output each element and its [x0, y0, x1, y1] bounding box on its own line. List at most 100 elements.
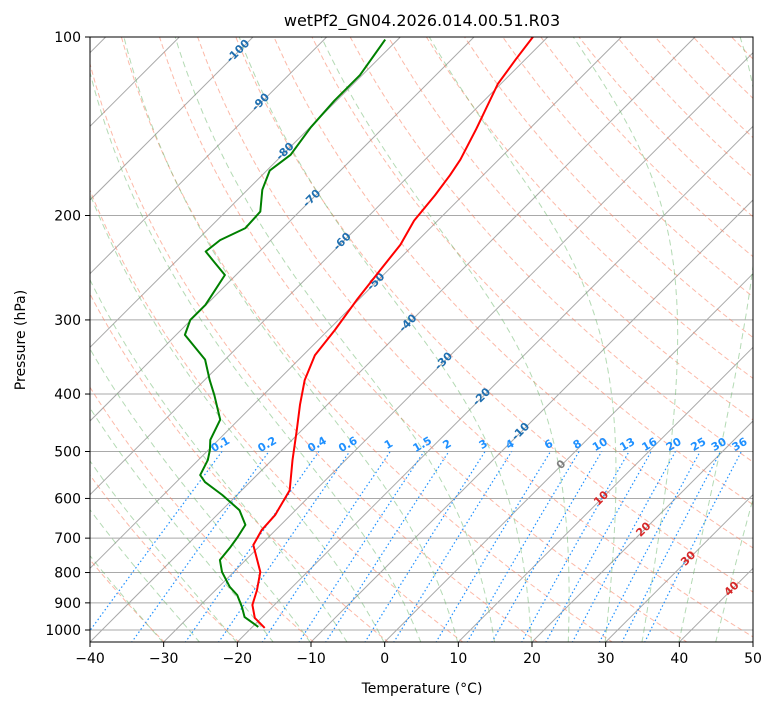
moist-adiabat-line — [572, 37, 679, 642]
isotherm-line — [604, 493, 753, 642]
isotherm-label: -90 — [249, 90, 272, 113]
dry-adiabat-line — [90, 474, 240, 642]
isotherm-line — [90, 37, 401, 349]
y-tick-label: 400 — [54, 387, 81, 403]
x-tick-label: −30 — [149, 651, 179, 667]
x-axis-label: Temperature (°C) — [361, 681, 483, 697]
temperature-line — [251, 37, 534, 629]
dry-adiabat-line — [90, 386, 315, 642]
dry-adiabat-line — [90, 62, 539, 642]
y-tick-label: 500 — [54, 444, 81, 460]
x-tick-label: 20 — [523, 651, 541, 667]
moist-adiabat-line — [90, 192, 385, 642]
x-tick-label: 10 — [449, 651, 467, 667]
isotherm-label: 0 — [554, 457, 569, 472]
profile-lines — [183, 37, 534, 629]
line-labels: 0.1 0.2 0.4 0.6 1 1.5 2 3 4 6 8 10 13 16 20 25 30 36-100-… — [209, 37, 750, 599]
dry-adiabat-line — [770, 37, 775, 643]
isotherm-line — [90, 37, 622, 570]
dry-adiabat-line — [90, 558, 165, 642]
chart-title: wetPf2_GN04.2026.014.00.51.R03 — [284, 11, 560, 31]
mixing-ratio-line — [325, 451, 450, 642]
y-tick-label: 900 — [54, 596, 81, 612]
isotherm-label: -60 — [331, 230, 354, 253]
isotherm-line — [457, 346, 753, 642]
y-tick-label: 800 — [54, 566, 81, 582]
moist-adiabat-line — [123, 37, 459, 642]
dry-adiabat-line — [692, 37, 753, 100]
isotherm-label: -30 — [432, 349, 455, 372]
y-tick-label: 700 — [54, 531, 81, 547]
mixing-ratio-line — [621, 451, 722, 642]
isotherm-line — [90, 37, 328, 275]
background-lines — [90, 37, 775, 643]
isotherm-label: 10 — [591, 488, 611, 508]
isotherm-line — [90, 37, 696, 642]
mixing-ratio-label: 1 — [382, 437, 395, 452]
x-tick-label: 50 — [744, 651, 762, 667]
mixing-ratio-line — [261, 451, 391, 642]
isotherm-label: -10 — [509, 420, 532, 443]
isotherm-label: -70 — [300, 186, 323, 209]
mixing-ratio-line — [90, 451, 223, 632]
isotherm-line — [752, 641, 753, 642]
dry-adiabat-line — [273, 37, 753, 549]
moist-adiabat-line — [90, 70, 422, 642]
mixing-ratio-line — [364, 451, 486, 642]
isotherm-line — [383, 272, 753, 642]
isotherm-label: -50 — [364, 270, 387, 293]
moist-adiabat-line — [90, 407, 274, 642]
y-tick-label: 200 — [54, 209, 81, 225]
moist-adiabat-line — [428, 37, 617, 642]
isotherm-label: -100 — [224, 37, 253, 66]
y-axis-label: Pressure (hPa) — [13, 290, 29, 390]
dry-adiabat-line — [464, 37, 753, 339]
x-tick-label: 0 — [380, 651, 389, 667]
dry-adiabat-line — [120, 37, 614, 642]
dry-adiabat-line — [425, 37, 753, 379]
isotherm-label: -40 — [396, 311, 419, 334]
moist-adiabat-line — [320, 37, 570, 642]
moist-adiabat-line — [90, 278, 348, 642]
isotherm-line — [678, 567, 753, 642]
mixing-ratio-line — [393, 451, 513, 642]
mixing-ratio-line — [131, 451, 270, 642]
dry-adiabat-line — [235, 37, 753, 593]
mixing-ratio-label: 6 — [542, 437, 555, 452]
plot-frame — [89, 36, 754, 643]
dewpoint-line — [183, 39, 387, 628]
moist-adiabat-line — [90, 460, 237, 642]
mixing-ratio-line — [598, 451, 701, 642]
moist-adiabat-line — [174, 37, 496, 642]
mixing-ratio-line — [545, 451, 652, 642]
mixing-ratio-line — [218, 451, 351, 642]
isotherm-line — [310, 199, 753, 642]
isotherm-label: 30 — [678, 548, 698, 568]
x-tick-label: −10 — [296, 651, 326, 667]
moist-adiabat-line — [678, 37, 753, 642]
dry-adiabat-line — [349, 37, 753, 463]
dry-adiabat-line — [90, 189, 464, 642]
x-tick-label: −20 — [223, 651, 253, 667]
dry-adiabat-line — [578, 37, 753, 218]
mixing-ratio-line — [184, 451, 320, 642]
isotherm-line — [531, 420, 753, 642]
mixing-ratio-line — [435, 451, 552, 642]
dry-adiabat-line — [197, 37, 753, 638]
mixing-ratio-line — [571, 451, 677, 642]
mixing-ratio-line — [466, 451, 580, 642]
dry-adiabat-line — [90, 292, 389, 642]
y-tick-label: 1000 — [45, 623, 81, 639]
moist-adiabat-line — [715, 496, 753, 642]
y-tick-label: 300 — [54, 313, 81, 329]
mixing-ratio-line — [521, 451, 630, 642]
x-tick-label: 40 — [670, 651, 688, 667]
dry-adiabat-line — [159, 37, 688, 642]
moist-adiabat-line — [90, 347, 311, 642]
moist-adiabat-line — [238, 37, 532, 642]
mixing-ratio-line — [644, 451, 742, 642]
isotherm-line — [90, 37, 254, 201]
moist-adiabat-line — [90, 554, 164, 642]
y-tick-label: 600 — [54, 491, 81, 507]
